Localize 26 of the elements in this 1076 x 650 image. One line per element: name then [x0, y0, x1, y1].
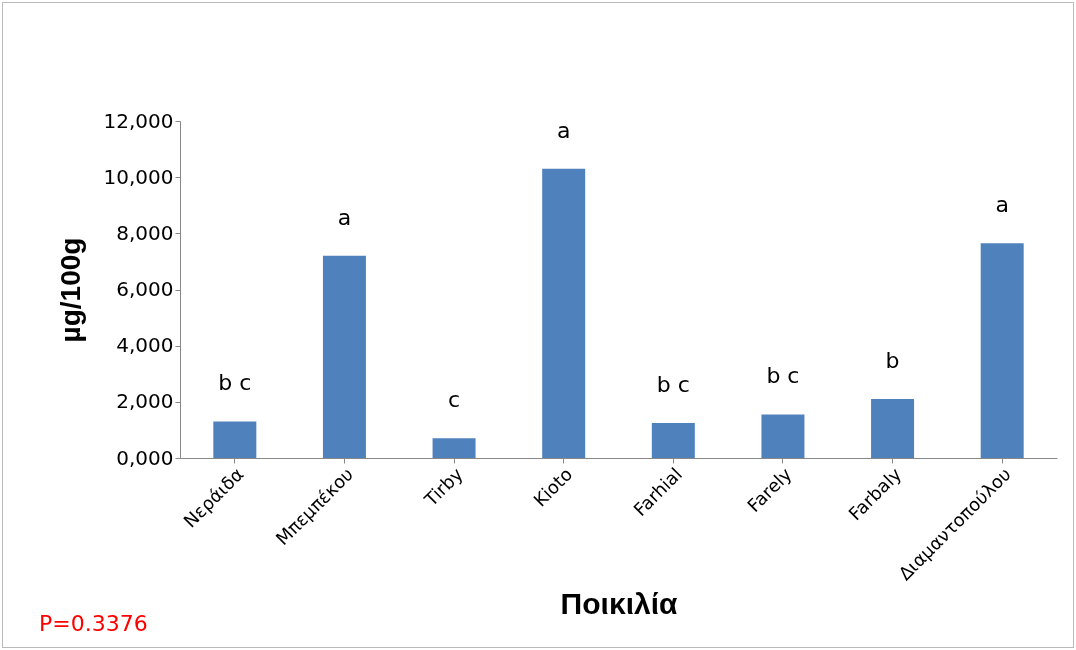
annotation: b c [656, 371, 690, 397]
annotation: b c [218, 370, 252, 396]
annotation: c [448, 387, 461, 413]
bar [432, 438, 476, 458]
bar [980, 243, 1024, 458]
text: P=0.3376 [39, 611, 148, 636]
bar [322, 255, 366, 458]
bar [761, 414, 805, 458]
y-tick-label: 10,000 [103, 164, 174, 189]
bar [213, 421, 257, 458]
annotation: b c [766, 363, 800, 389]
annotation: b [885, 348, 900, 374]
y-tick-label: 12,000 [103, 108, 174, 133]
y-tick-label: 4,000 [116, 333, 174, 358]
bar [542, 168, 586, 458]
annotation: a [995, 192, 1009, 218]
y-tick-label: 0,000 [116, 445, 174, 470]
annotation: a [337, 204, 352, 230]
y-tick-label: 2,000 [116, 389, 174, 414]
x-axis-title: Ποικιλία [560, 587, 678, 621]
bar [651, 422, 695, 458]
y-tick-label: 8,000 [116, 220, 174, 245]
annotation: a [556, 117, 571, 143]
bar [871, 399, 915, 458]
y-axis-title: µg/100g [54, 237, 86, 343]
y-tick-label: 6,000 [116, 277, 174, 301]
